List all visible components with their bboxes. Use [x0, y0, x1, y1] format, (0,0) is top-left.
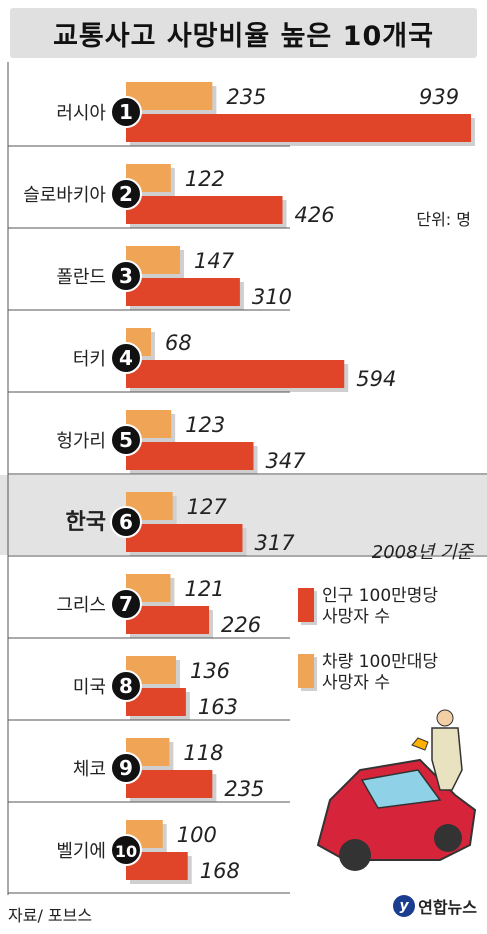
value-label-vehicle: 127 — [187, 495, 228, 519]
value-label-vehicle: 118 — [183, 741, 223, 765]
value-label-vehicle: 68 — [165, 331, 192, 355]
person-head-illustration — [436, 709, 454, 727]
value-label-population: 163 — [198, 695, 238, 719]
legend-item-population: 인구 100만명당 사망자 수 — [298, 586, 438, 628]
rank-number: 8 — [119, 674, 133, 698]
rank-badge — [110, 96, 142, 128]
value-label-population: 347 — [265, 449, 306, 473]
bar-population — [126, 524, 243, 552]
legend-swatch-population — [298, 588, 314, 622]
country-label: 체코 — [73, 759, 106, 780]
bar-population — [126, 114, 471, 142]
value-label-population: 168 — [200, 859, 240, 883]
rank-number: 5 — [119, 428, 133, 452]
value-label-vehicle: 123 — [185, 413, 225, 437]
publisher-logo: y 연합뉴스 — [393, 894, 477, 918]
bar-population — [126, 278, 240, 306]
rank-number: 2 — [119, 182, 133, 206]
value-label-vehicle: 136 — [190, 659, 230, 683]
rank-number: 7 — [119, 592, 133, 616]
bar-population — [126, 196, 283, 224]
country-label: 헝가리 — [56, 431, 106, 452]
rank-badge — [110, 506, 142, 538]
bar-population — [126, 442, 254, 470]
rank-badge — [110, 342, 142, 374]
rank-number: 10 — [115, 842, 137, 861]
value-label-population: 594 — [356, 367, 396, 391]
value-label-vehicle: 147 — [194, 249, 235, 273]
value-label-vehicle: 100 — [177, 823, 217, 847]
rank-number: 9 — [119, 756, 133, 780]
rank-number: 4 — [119, 346, 133, 370]
country-label: 한국 — [66, 510, 106, 535]
chart-title: 교통사고 사망비율 높은 10개국 — [10, 8, 477, 58]
logo-icon: y — [393, 895, 416, 917]
legend-label-vehicle: 차량 100만대당 사망자 수 — [322, 652, 439, 693]
person-body-illustration — [431, 727, 463, 791]
rank-badge — [110, 260, 142, 292]
legend-label-population: 인구 100만명당 사망자 수 — [322, 586, 439, 627]
value-label-population: 310 — [252, 285, 292, 309]
country-label: 슬로바키아 — [23, 185, 106, 206]
value-label-population: 235 — [224, 777, 264, 801]
country-label: 미국 — [73, 677, 106, 698]
rank-number: 3 — [119, 264, 133, 288]
legend-item-vehicle: 차량 100만대당 사망자 수 — [298, 652, 438, 694]
rank-badge — [110, 178, 142, 210]
value-label-population: 939 — [419, 85, 459, 109]
country-label: 폴란드 — [56, 267, 106, 288]
basis-year-label: 2008년 기준 — [371, 542, 473, 563]
legend-swatch-vehicle — [298, 654, 314, 688]
country-label: 러시아 — [56, 103, 106, 124]
rank-badge — [110, 752, 142, 784]
rank-badge — [110, 834, 142, 866]
rank-badge — [110, 588, 142, 620]
value-label-population: 317 — [254, 531, 295, 555]
car-wheel-illustration — [339, 839, 371, 871]
country-label: 그리스 — [56, 595, 106, 616]
country-label: 벨기에 — [56, 841, 106, 862]
rank-number: 1 — [119, 100, 133, 124]
rank-badge — [110, 424, 142, 456]
value-label-vehicle: 235 — [226, 85, 266, 109]
unit-label: 단위: 명 — [416, 210, 471, 229]
rank-number: 6 — [119, 510, 133, 534]
value-label-vehicle: 122 — [185, 167, 225, 191]
value-label-population: 426 — [295, 203, 335, 227]
logo-text: 연합뉴스 — [418, 898, 477, 917]
value-label-population: 226 — [221, 613, 261, 637]
bar-population — [126, 360, 345, 388]
source-label: 자료/ 포브스 — [8, 906, 93, 925]
country-label: 터키 — [73, 349, 106, 370]
car-window-illustration — [360, 769, 442, 809]
impact-illustration — [411, 737, 429, 751]
rank-badge — [110, 670, 142, 702]
car-wheel-illustration — [434, 824, 462, 852]
value-label-vehicle: 121 — [184, 577, 224, 601]
